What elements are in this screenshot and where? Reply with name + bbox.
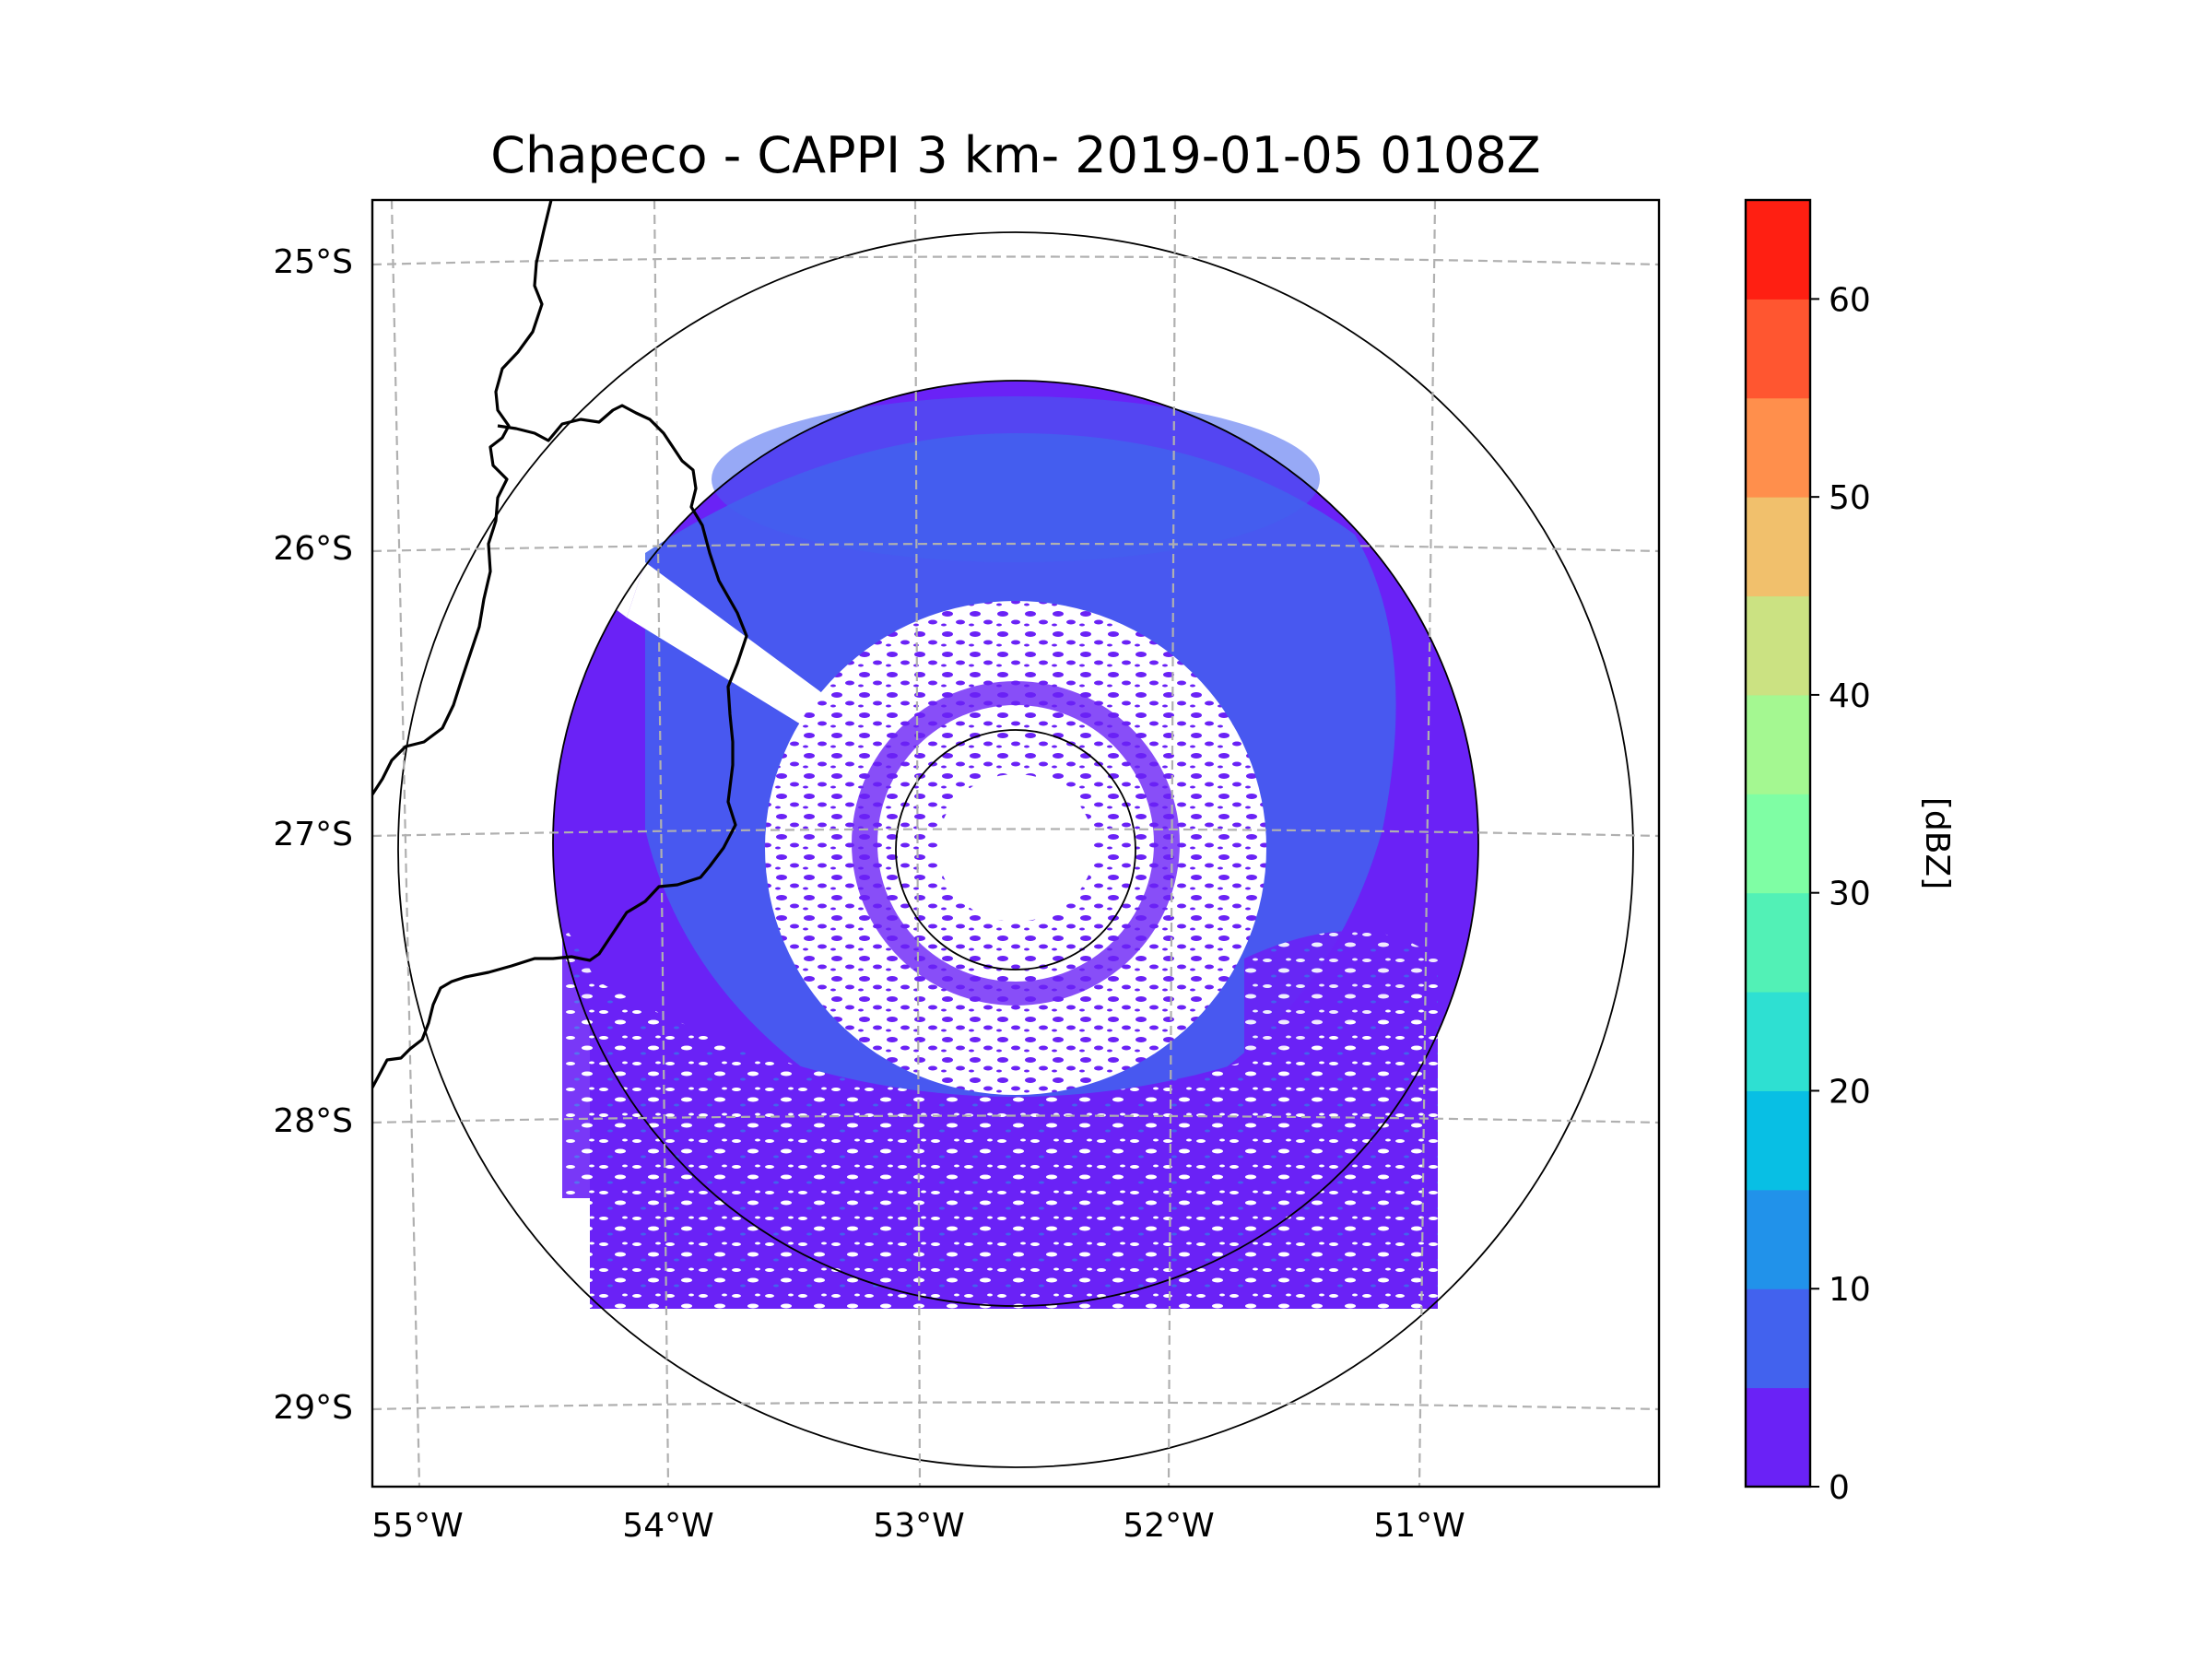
lat-label-28s: 28°S xyxy=(273,1102,353,1140)
parallel-26s xyxy=(372,542,1659,553)
meridian-53w xyxy=(913,200,922,1487)
meridian-51w xyxy=(1418,200,1437,1487)
colorbar-bin-20 xyxy=(1746,992,1810,1091)
lon-label-55w: 55°W xyxy=(371,1507,463,1545)
border-brazil-argentina xyxy=(372,404,748,1088)
range-ring-middle xyxy=(552,380,1479,1307)
lon-label-51w: 51°W xyxy=(1373,1507,1465,1545)
radar-echo-south-speckle xyxy=(590,977,1438,1309)
lon-label-53w: 53°W xyxy=(873,1507,964,1545)
colorbar-bin-0 xyxy=(1746,1387,1810,1488)
colorbar-tick-label: 40 xyxy=(1829,677,1871,715)
meridian-55w xyxy=(390,200,421,1487)
radar-echo-center-white xyxy=(937,774,1094,922)
colorbar-tick-label: 50 xyxy=(1829,479,1871,517)
colorbar-ticks: 0 10 20 30 40 50 60 xyxy=(1810,281,1871,1507)
colorbar-bin-25 xyxy=(1746,892,1810,993)
colorbar-tick-label: 10 xyxy=(1829,1271,1871,1309)
colorbar-tick-label: 30 xyxy=(1829,876,1871,913)
colorbar-bin-30 xyxy=(1746,794,1810,894)
beam-blockage-wedge xyxy=(627,562,871,742)
lat-label-29s: 29°S xyxy=(273,1389,353,1427)
colorbar-bin-60 xyxy=(1746,200,1810,300)
range-ring-inner xyxy=(895,729,1136,971)
map-frame xyxy=(371,198,1661,1488)
meridian-52w xyxy=(1167,200,1177,1487)
colorbar-frame xyxy=(1744,198,1812,1488)
meridian-54w xyxy=(653,200,670,1487)
map-area xyxy=(371,198,1661,1488)
radar-echo-north-band xyxy=(712,396,1320,562)
lon-label-54w: 54°W xyxy=(622,1507,713,1545)
beam-blockage-wedge-outer xyxy=(590,553,645,618)
colorbar-bin-50 xyxy=(1746,397,1810,498)
lat-label-25s: 25°S xyxy=(273,243,353,281)
parallel-28s xyxy=(372,1114,1659,1124)
radar-echo-southeast-gaps xyxy=(1244,931,1438,1198)
lat-label-26s: 26°S xyxy=(273,530,353,568)
colorbar-bin-55 xyxy=(1746,299,1810,399)
longitude-labels: 55°W 54°W 53°W 52°W 51°W xyxy=(371,1507,1465,1545)
colorbar: 0 10 20 30 40 50 60 [dBZ] xyxy=(1744,198,1956,1507)
figure-title: Chapeco - CAPPI 3 km- 2019-01-05 0108Z xyxy=(490,126,1540,184)
colorbar-tick-label: 60 xyxy=(1829,281,1871,319)
parallel-29s xyxy=(372,1401,1659,1411)
lat-label-27s: 27°S xyxy=(273,816,353,853)
colorbar-bin-15 xyxy=(1746,1090,1810,1191)
political-borders xyxy=(372,200,748,1088)
colorbar-tick-label: 0 xyxy=(1829,1469,1850,1507)
radar-echo-southwest-gaps xyxy=(562,922,700,1198)
colorbar-label: [dBZ] xyxy=(1918,797,1956,889)
colorbar-bin-35 xyxy=(1746,694,1810,794)
graticule xyxy=(372,200,1659,1487)
colorbar-bins xyxy=(1746,200,1810,1488)
colorbar-bin-45 xyxy=(1746,497,1810,597)
parallel-27s xyxy=(372,828,1659,838)
colorbar-bin-10 xyxy=(1746,1189,1810,1289)
range-ring-outer xyxy=(397,231,1634,1468)
colorbar-tick-label: 20 xyxy=(1829,1073,1871,1111)
lon-label-52w: 52°W xyxy=(1123,1507,1214,1545)
colorbar-bin-5 xyxy=(1746,1288,1810,1389)
parallel-25s xyxy=(372,255,1659,266)
border-argentina-paraguay xyxy=(372,200,553,795)
latitude-labels: 25°S 26°S 27°S 28°S 29°S xyxy=(273,243,353,1427)
colorbar-bin-40 xyxy=(1746,595,1810,696)
